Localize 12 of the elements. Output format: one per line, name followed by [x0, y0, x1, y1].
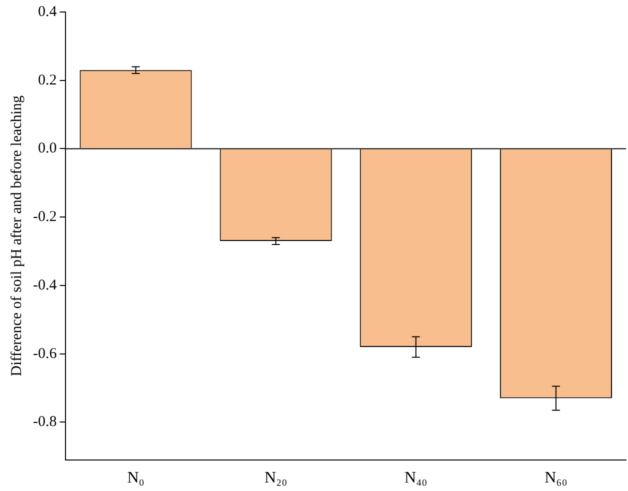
y-tick-label: -0.2 — [32, 209, 57, 226]
x-tick-label: N₀ — [127, 470, 144, 487]
y-tick-label: 0.0 — [38, 140, 57, 157]
x-tick-label: N₆₀ — [544, 470, 568, 487]
y-tick-label: -0.6 — [32, 346, 58, 362]
x-tick-label: N₄₀ — [404, 470, 428, 487]
y-tick-label: 0.2 — [38, 72, 57, 88]
y-tick-label: -0.8 — [32, 414, 57, 430]
y-tick-label: 0.4 — [38, 4, 58, 20]
x-tick-label: N₂₀ — [264, 470, 288, 487]
y-tick-label: -0.4 — [32, 277, 58, 294]
y-axis-title: Difference of soil pH after and before leaching — [8, 94, 25, 376]
